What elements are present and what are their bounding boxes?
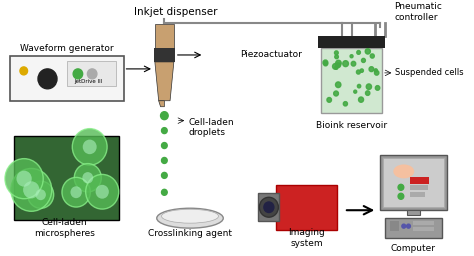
Circle shape: [20, 67, 27, 75]
Circle shape: [370, 54, 374, 58]
Circle shape: [374, 69, 377, 72]
Bar: [410, 177, 429, 184]
Circle shape: [369, 67, 374, 72]
Bar: [410, 192, 425, 197]
Ellipse shape: [157, 208, 223, 228]
Circle shape: [27, 181, 54, 208]
Circle shape: [335, 55, 338, 59]
Circle shape: [362, 58, 365, 62]
Circle shape: [82, 172, 93, 184]
Bar: [258, 193, 279, 221]
Circle shape: [365, 91, 370, 95]
Polygon shape: [155, 62, 174, 101]
Bar: [385, 218, 442, 238]
Text: Imaging
system: Imaging system: [289, 228, 325, 248]
Circle shape: [162, 128, 167, 134]
Bar: [9, 56, 124, 101]
Circle shape: [73, 69, 82, 79]
Circle shape: [360, 69, 364, 72]
Circle shape: [83, 140, 97, 154]
Circle shape: [263, 201, 274, 213]
Circle shape: [398, 184, 404, 190]
Circle shape: [350, 55, 353, 58]
Circle shape: [358, 97, 364, 102]
Circle shape: [335, 51, 338, 55]
Circle shape: [402, 224, 406, 228]
Text: Piezoactuator: Piezoactuator: [240, 50, 302, 59]
Circle shape: [259, 197, 278, 217]
Circle shape: [86, 174, 119, 209]
Circle shape: [366, 84, 372, 89]
Bar: [383, 158, 444, 207]
Bar: [413, 227, 434, 231]
Circle shape: [161, 112, 168, 120]
Text: Inkjet dispenser: Inkjet dispenser: [134, 7, 218, 17]
Circle shape: [17, 171, 32, 187]
Bar: [407, 210, 420, 215]
Circle shape: [336, 60, 341, 66]
Bar: [390, 221, 399, 231]
Circle shape: [335, 66, 338, 69]
Circle shape: [375, 86, 380, 90]
Circle shape: [36, 189, 46, 200]
Text: Cell-laden
droplets: Cell-laden droplets: [188, 118, 234, 137]
Circle shape: [323, 61, 328, 66]
Circle shape: [343, 102, 347, 106]
Bar: [413, 221, 434, 225]
Bar: [66, 61, 116, 86]
Bar: [380, 155, 447, 210]
Ellipse shape: [393, 164, 414, 178]
Circle shape: [38, 69, 57, 89]
Bar: [154, 48, 175, 62]
Circle shape: [357, 84, 361, 88]
Circle shape: [336, 63, 340, 68]
Text: JetDrive III: JetDrive III: [74, 79, 102, 84]
Circle shape: [354, 90, 357, 93]
Circle shape: [333, 63, 338, 69]
Circle shape: [96, 185, 109, 199]
Polygon shape: [159, 101, 164, 107]
Circle shape: [356, 70, 360, 74]
Circle shape: [162, 143, 167, 148]
Bar: [410, 185, 428, 190]
Circle shape: [351, 61, 356, 66]
Ellipse shape: [162, 209, 219, 223]
Circle shape: [327, 98, 331, 102]
Circle shape: [365, 49, 370, 54]
Circle shape: [162, 189, 167, 195]
Bar: [14, 136, 119, 220]
Bar: [155, 24, 174, 51]
Circle shape: [334, 91, 338, 96]
Circle shape: [71, 186, 82, 198]
Circle shape: [62, 177, 91, 207]
Bar: [318, 36, 385, 48]
Text: Crosslinking agent: Crosslinking agent: [148, 229, 232, 238]
Text: Waveform generator: Waveform generator: [20, 45, 113, 54]
Circle shape: [323, 60, 328, 65]
Circle shape: [162, 157, 167, 163]
Circle shape: [398, 193, 404, 199]
Circle shape: [72, 129, 107, 165]
Circle shape: [162, 172, 167, 178]
Bar: [275, 185, 337, 230]
Text: Pneumatic
controller: Pneumatic controller: [394, 3, 442, 22]
Circle shape: [336, 82, 341, 88]
Circle shape: [374, 70, 379, 75]
Text: Suspended cells: Suspended cells: [395, 68, 464, 77]
Bar: [321, 48, 382, 113]
Circle shape: [87, 69, 97, 79]
Circle shape: [11, 168, 52, 211]
Circle shape: [343, 61, 348, 67]
Circle shape: [23, 181, 39, 198]
Text: Computer: Computer: [391, 243, 436, 252]
Circle shape: [74, 164, 101, 192]
Text: Bioink reservoir: Bioink reservoir: [316, 121, 387, 130]
Circle shape: [5, 159, 43, 199]
Text: Cell-laden
microspheres: Cell-laden microspheres: [34, 218, 95, 238]
Circle shape: [407, 224, 410, 228]
Circle shape: [357, 50, 360, 54]
